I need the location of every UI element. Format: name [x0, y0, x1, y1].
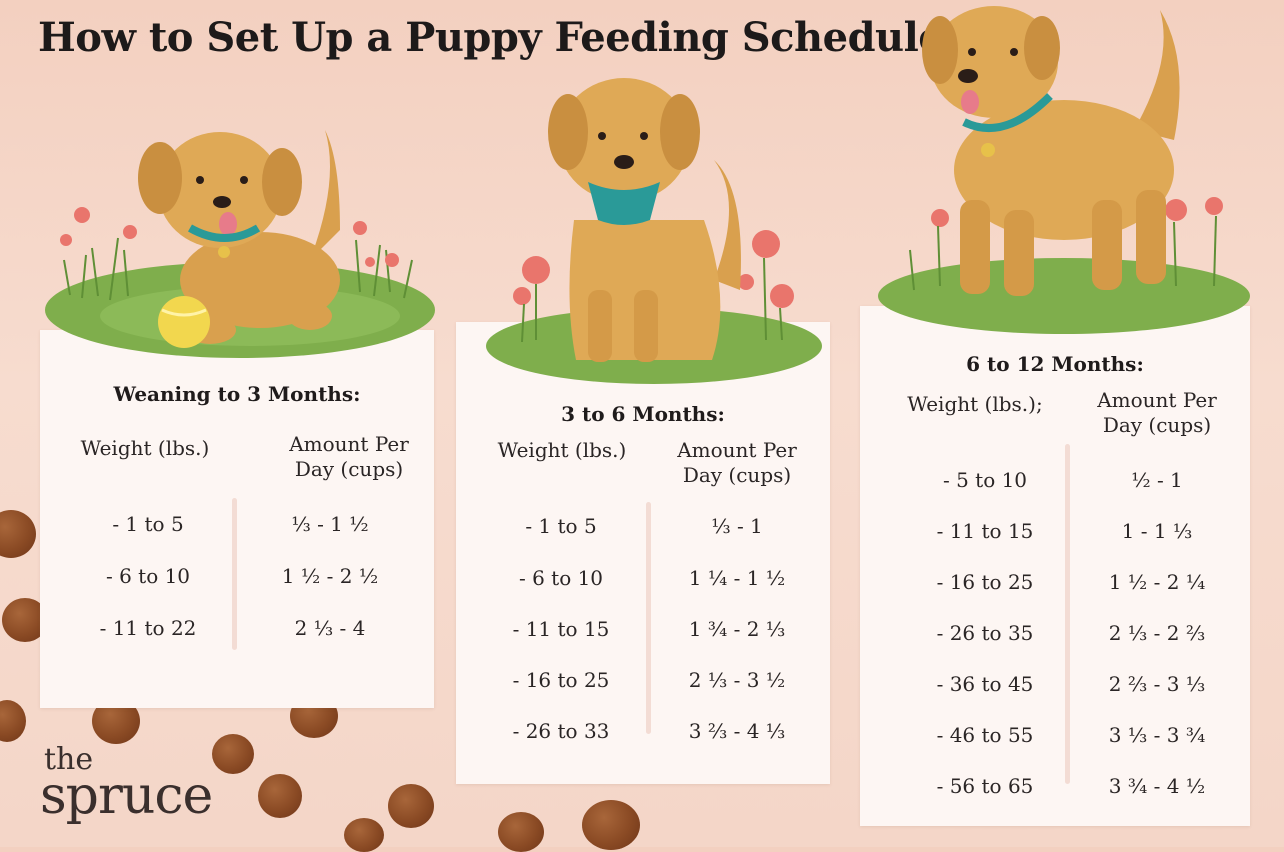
weight-cell: - 26 to 35: [936, 621, 1034, 645]
amount-cell: 3 ⅓ - 3 ¾: [1108, 723, 1206, 747]
table-row: - 36 to 45 2 ⅔ - 3 ⅓: [860, 672, 1250, 723]
amount-column-header: Amount Per Day (cups): [1072, 388, 1242, 438]
amount-cell: 2 ⅓ - 4: [294, 616, 366, 640]
weight-cell: - 5 to 10: [942, 468, 1028, 492]
table-row: - 11 to 22 2 ⅓ - 4: [40, 616, 434, 667]
weight-cell: - 46 to 55: [936, 723, 1034, 747]
table-row: - 16 to 25 2 ⅓ - 3 ½: [456, 668, 830, 719]
card-3-to-6-months: 3 to 6 Months: Weight (lbs.) Amount Per …: [456, 322, 830, 784]
amount-cell: 3 ¾ - 4 ½: [1108, 774, 1206, 798]
weight-cell: - 16 to 25: [512, 668, 610, 692]
table-row: - 46 to 55 3 ⅓ - 3 ¾: [860, 723, 1250, 774]
weight-cell: - 16 to 25: [936, 570, 1034, 594]
table-row: - 1 to 5 ⅓ - 1: [456, 514, 830, 565]
amount-header-line1: Amount Per: [677, 438, 797, 462]
kibble-icon: [498, 812, 544, 852]
column-divider: [646, 502, 651, 734]
sitting-puppy-icon: [486, 78, 822, 384]
column-divider: [232, 498, 237, 650]
kibble-icon: [258, 774, 302, 818]
table-row: - 11 to 15 1 - 1 ⅓: [860, 519, 1250, 570]
puppy-with-ball-icon: [45, 130, 435, 358]
weight-cell: - 1 to 5: [112, 512, 184, 536]
table-row: - 16 to 25 1 ½ - 2 ¼: [860, 570, 1250, 621]
logo-line-spruce: spruce: [40, 766, 213, 826]
weight-cell: - 11 to 15: [512, 617, 610, 641]
kibble-icon: [344, 818, 384, 852]
table-row: - 11 to 15 1 ¾ - 2 ⅓: [456, 617, 830, 668]
amount-column-header: Amount Per Day (cups): [254, 432, 444, 482]
kibble-icon: [388, 784, 434, 828]
column-divider: [1065, 444, 1070, 784]
weight-cell: - 1 to 5: [525, 514, 597, 538]
amount-cell: 1 ½ - 2 ¼: [1108, 570, 1206, 594]
amount-header-line1: Amount Per: [1097, 388, 1217, 412]
card-heading: 3 to 6 Months:: [561, 402, 725, 426]
kibble-icon: [0, 510, 36, 558]
amount-header-line2: Day (cups): [1102, 413, 1212, 437]
logo-line-the: the: [44, 742, 94, 777]
amount-cell: 2 ⅓ - 3 ½: [688, 668, 786, 692]
amount-cell: ⅓ - 1: [711, 514, 763, 538]
amount-cell: 3 ⅔ - 4 ⅓: [688, 719, 786, 743]
table-row: - 26 to 35 2 ⅓ - 2 ⅔: [860, 621, 1250, 672]
table-row: - 56 to 65 3 ¾ - 4 ½: [860, 774, 1250, 825]
amount-cell: ⅓ - 1 ½: [291, 512, 369, 536]
amount-cell: 1 ¼ - 1 ½: [688, 566, 786, 590]
table-row: - 6 to 10 1 ½ - 2 ½: [40, 564, 434, 615]
kibble-icon: [0, 700, 26, 742]
card-heading: Weaning to 3 Months:: [113, 382, 361, 406]
weight-cell: - 56 to 65: [936, 774, 1034, 798]
card-weaning-to-3-months: Weaning to 3 Months: Weight (lbs.) Amoun…: [40, 330, 434, 708]
weight-cell: - 11 to 15: [936, 519, 1034, 543]
kibble-icon: [212, 734, 254, 774]
table-row: - 5 to 10 ½ - 1: [860, 468, 1250, 519]
page-title: How to Set Up a Puppy Feeding Schedule: [38, 14, 944, 61]
card-heading: 6 to 12 Months:: [966, 352, 1144, 376]
amount-header-line1: Amount Per: [289, 432, 409, 456]
table-row: - 6 to 10 1 ¼ - 1 ½: [456, 566, 830, 617]
table-row: - 26 to 33 3 ⅔ - 4 ⅓: [456, 719, 830, 770]
amount-cell: 2 ⅔ - 3 ⅓: [1108, 672, 1206, 696]
weight-column-header: Weight (lbs.): [497, 438, 627, 462]
card-6-to-12-months: 6 to 12 Months: Weight (lbs.); Amount Pe…: [860, 306, 1250, 826]
amount-header-line2: Day (cups): [294, 457, 404, 481]
amount-column-header: Amount Per Day (cups): [652, 438, 822, 488]
table-row: - 1 to 5 ⅓ - 1 ½: [40, 512, 434, 563]
amount-header-line2: Day (cups): [682, 463, 792, 487]
weight-column-header: Weight (lbs.): [80, 436, 210, 460]
amount-cell: ½ - 1: [1131, 468, 1183, 492]
weight-cell: - 36 to 45: [936, 672, 1034, 696]
kibble-icon: [582, 800, 640, 850]
amount-cell: 1 ½ - 2 ½: [281, 564, 379, 588]
weight-cell: - 6 to 10: [518, 566, 604, 590]
weight-column-header: Weight (lbs.);: [907, 392, 1043, 416]
amount-cell: 1 ¾ - 2 ⅓: [688, 617, 786, 641]
standing-dog-icon: [878, 6, 1250, 334]
weight-cell: - 6 to 10: [105, 564, 191, 588]
amount-cell: 2 ⅓ - 2 ⅔: [1108, 621, 1206, 645]
amount-cell: 1 - 1 ⅓: [1121, 519, 1193, 543]
weight-cell: - 26 to 33: [512, 719, 610, 743]
weight-cell: - 11 to 22: [99, 616, 197, 640]
